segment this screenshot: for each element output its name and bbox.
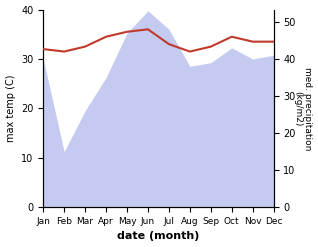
- X-axis label: date (month): date (month): [117, 231, 200, 242]
- Y-axis label: max temp (C): max temp (C): [5, 75, 16, 142]
- Y-axis label: med. precipitation
(kg/m2): med. precipitation (kg/m2): [293, 67, 313, 150]
